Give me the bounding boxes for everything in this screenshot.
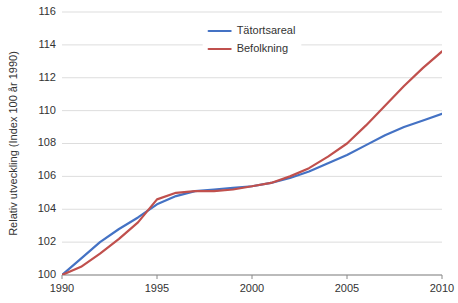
y-tick-label: 104 <box>38 202 56 214</box>
legend-label: Befolkning <box>237 42 288 54</box>
legend: Tätortsareal Befolkning <box>203 16 302 64</box>
x-tick <box>252 275 253 279</box>
lines <box>62 51 442 275</box>
x-tick-label: 2005 <box>335 282 359 294</box>
x-axis: 1990 1995 2000 2005 2010 <box>50 275 454 294</box>
y-tick-label: 100 <box>38 268 56 280</box>
grid-line <box>62 77 442 78</box>
series-line <box>62 114 442 275</box>
y-tick-label: 112 <box>38 71 56 83</box>
legend-background <box>203 16 302 64</box>
y-tick-label: 114 <box>38 38 56 50</box>
grid-line <box>62 209 442 210</box>
y-tick-label: 102 <box>38 235 56 247</box>
chart: 100 102 104 106 108 110 112 114 116 1990 1995 2000 2… <box>0 0 458 303</box>
x-tick <box>157 275 158 279</box>
x-tick-label: 1990 <box>50 282 74 294</box>
x-tick-label: 2000 <box>240 282 264 294</box>
grid-line <box>62 12 442 13</box>
y-tick-label: 116 <box>38 5 56 17</box>
y-ticks: 100 102 104 106 108 110 112 114 116 <box>38 5 56 280</box>
y-tick-label: 108 <box>38 136 56 148</box>
series-line <box>62 51 442 275</box>
y-tick-label: 110 <box>38 104 56 116</box>
grid-line <box>62 242 442 243</box>
x-tick <box>347 275 348 279</box>
legend-label: Tätortsareal <box>237 24 296 36</box>
y-grid <box>62 12 442 275</box>
grid-line <box>62 176 442 177</box>
legend-swatch <box>209 30 231 32</box>
page: {"chart_data": {"type": "line", "ylabel"… <box>0 0 458 303</box>
y-axis-label: Relativ utveckling (Index 100 år 1990) <box>7 51 19 236</box>
x-tick-label: 1995 <box>145 282 169 294</box>
grid-line <box>62 143 442 144</box>
x-tick-label: 2010 <box>430 282 454 294</box>
grid-line <box>62 110 442 111</box>
y-tick-label: 106 <box>38 169 56 181</box>
legend-swatch <box>209 48 231 50</box>
x-tick <box>442 275 443 279</box>
x-tick <box>62 275 63 279</box>
